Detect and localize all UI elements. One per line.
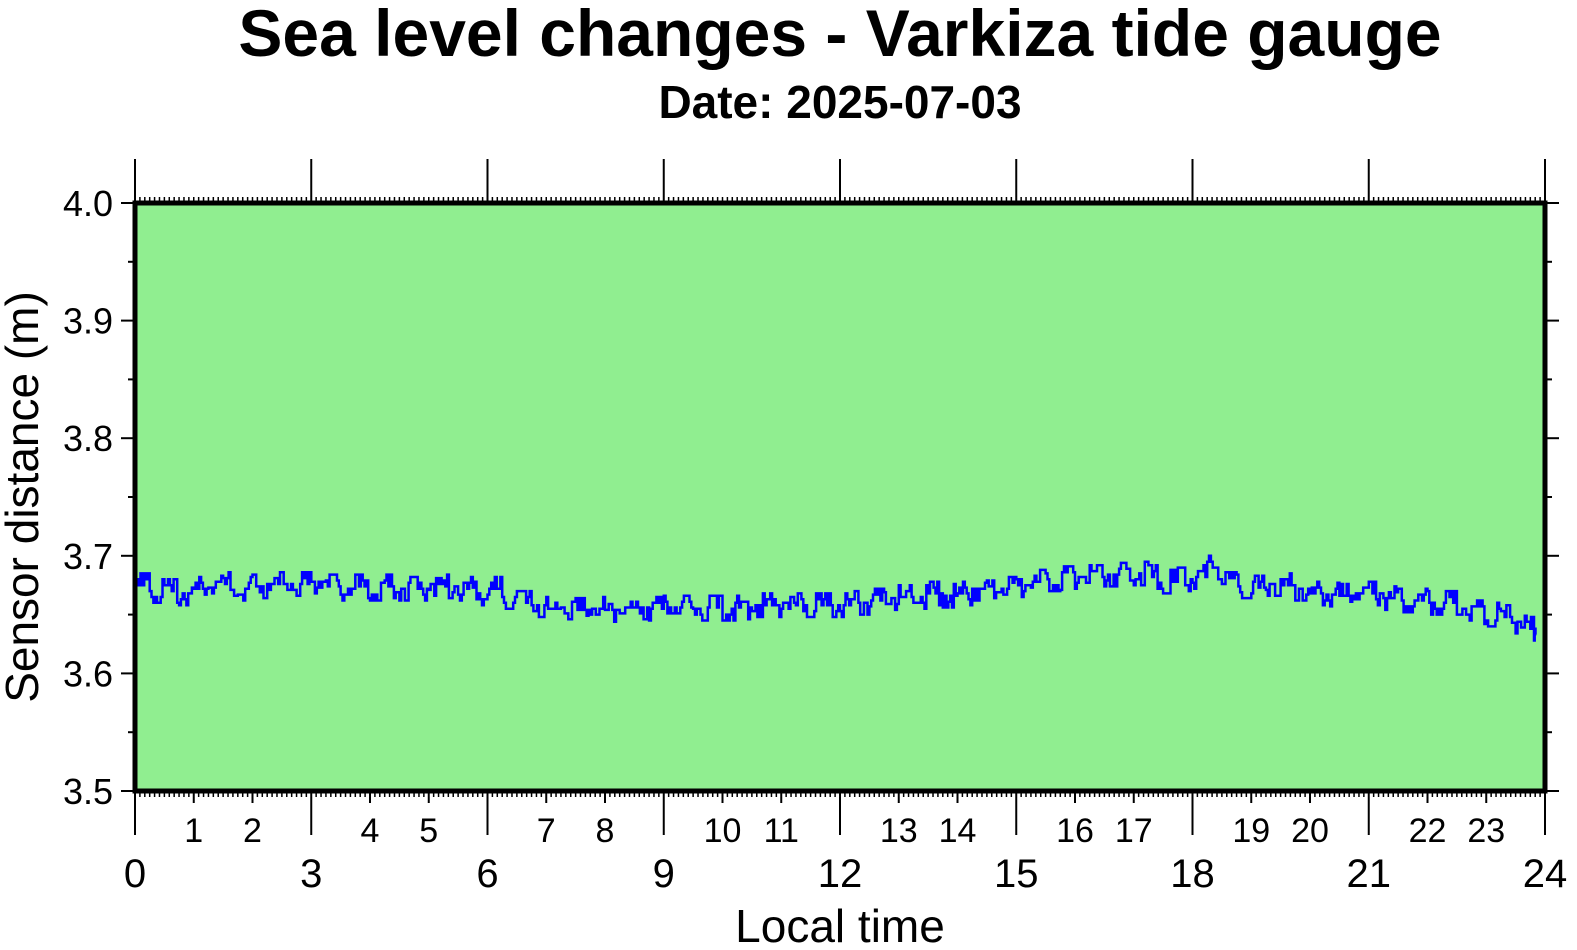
y-tick-label: 3.8 (63, 418, 113, 459)
tick-labels: 0 3 6 9 12 15 18 21 241 2 4 5 7 8 10 11 13 14 16 17 19 20 22 23… (63, 183, 1567, 896)
x-hour-tick-label: 2 (243, 812, 262, 850)
x-hour-tick-label: 7 (537, 812, 556, 850)
x-hour-tick-label: 10 (704, 812, 742, 850)
x-major-tick-label: 24 (1523, 852, 1568, 896)
x-hour-tick-label: 17 (1115, 812, 1153, 850)
x-hour-tick-label: 22 (1409, 812, 1447, 850)
sea-level-series-line (135, 554, 1537, 642)
x-hour-tick-label: 14 (939, 812, 977, 850)
plot-area (135, 203, 1545, 791)
y-tick-label: 3.9 (63, 301, 113, 342)
x-major-tick-label: 12 (818, 852, 863, 896)
x-major-tick-label: 21 (1347, 852, 1392, 896)
x-hour-tick-label: 4 (361, 812, 380, 850)
chart-subtitle: Date: 2025-07-03 (658, 76, 1021, 128)
x-major-tick-label: 15 (994, 852, 1039, 896)
x-major-tick-label: 6 (476, 852, 498, 896)
x-major-tick-label: 18 (1170, 852, 1215, 896)
plot-frame (132, 200, 1548, 794)
x-axis-label: Local time (735, 900, 945, 950)
y-tick-label: 3.6 (63, 653, 113, 694)
x-hour-tick-label: 13 (880, 812, 918, 850)
y-tick-label: 3.5 (63, 771, 113, 812)
y-tick-label: 4.0 (63, 183, 113, 224)
x-major-tick-label: 0 (124, 852, 146, 896)
x-major-tick-label: 9 (653, 852, 675, 896)
x-hour-tick-label: 20 (1291, 812, 1329, 850)
y-axis-label: Sensor distance (m) (0, 291, 48, 703)
y-tick-label: 3.7 (63, 536, 113, 577)
x-hour-tick-label: 8 (596, 812, 615, 850)
x-hour-tick-label: 1 (184, 812, 203, 850)
x-hour-tick-label: 23 (1467, 812, 1505, 850)
chart-title: Sea level changes - Varkiza tide gauge (238, 0, 1441, 70)
x-major-tick-label: 3 (300, 852, 322, 896)
x-hour-tick-label: 11 (764, 812, 799, 850)
x-hour-tick-label: 16 (1056, 812, 1094, 850)
x-hour-tick-label: 19 (1232, 812, 1270, 850)
x-hour-tick-label: 5 (419, 812, 438, 850)
